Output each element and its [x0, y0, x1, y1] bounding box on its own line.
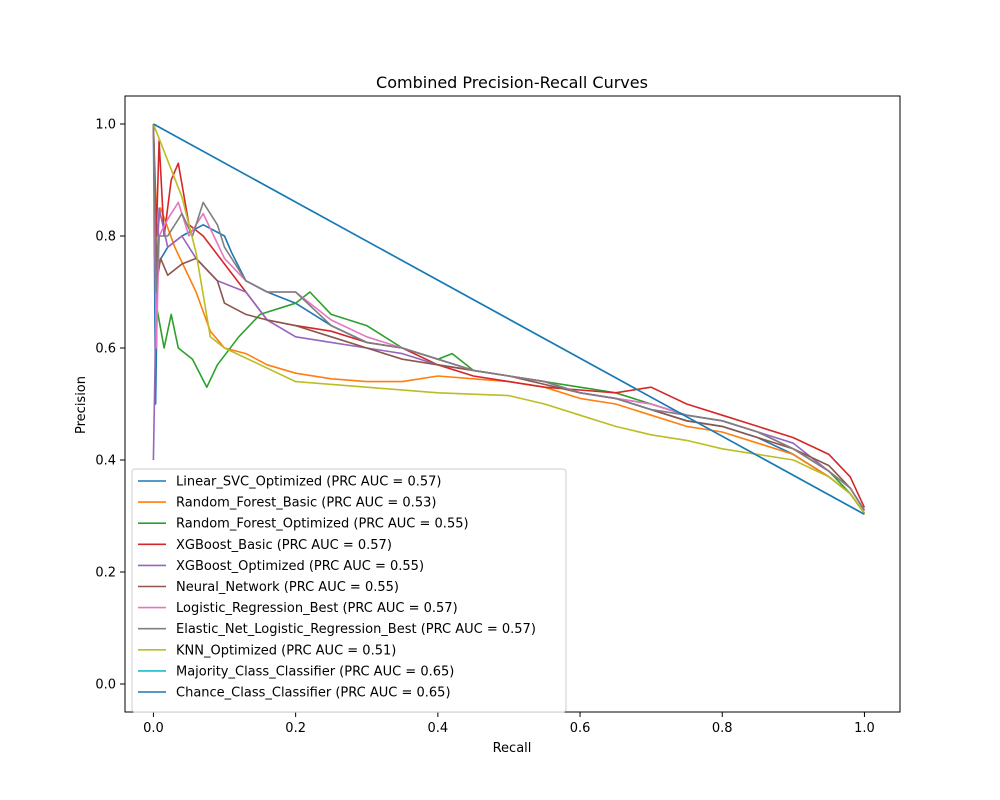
- legend-label-6: Logistic_Regression_Best (PRC AUC = 0.57…: [176, 601, 458, 616]
- series-line-5: [152, 123, 866, 511]
- x-tick-label: 0.0: [143, 721, 164, 736]
- x-tick-label: 0.8: [712, 721, 733, 736]
- legend-label-0: Linear_SVC_Optimized (PRC AUC = 0.57): [176, 475, 441, 490]
- legend-label-7: Elastic_Net_Logistic_Regression_Best (PR…: [176, 622, 536, 637]
- legend-label-3: XGBoost_Basic (PRC AUC = 0.57): [176, 538, 392, 553]
- x-tick-label: 0.4: [428, 721, 449, 736]
- y-tick-label: 0.8: [95, 230, 116, 245]
- legend-label-9: Majority_Class_Classifier (PRC AUC = 0.6…: [176, 664, 454, 679]
- x-tick-label: 0.6: [570, 721, 591, 736]
- legend: Linear_SVC_Optimized (PRC AUC = 0.57) Ran…: [131, 468, 567, 713]
- y-tick-label: 0.4: [95, 454, 116, 469]
- y-tick-label: 1.0: [95, 118, 116, 133]
- legend-box: [131, 468, 567, 713]
- series-line-1: [152, 123, 866, 514]
- legend-label-4: XGBoost_Optimized (PRC AUC = 0.55): [176, 559, 424, 574]
- y-tick-label: 0.0: [95, 678, 116, 693]
- series-line-10: [153, 123, 865, 516]
- x-tick-label: 1.0: [854, 721, 875, 736]
- legend-label-8: KNN_Optimized (PRC AUC = 0.51): [176, 643, 396, 658]
- legend-label-10: Chance_Class_Classifier (PRC AUC = 0.65): [176, 686, 451, 701]
- plot-area: [152, 123, 866, 516]
- series-line-7: [152, 123, 866, 511]
- y-tick-label: 0.6: [95, 342, 116, 357]
- y-axis-label: Precision: [74, 376, 89, 434]
- x-tick-label: 0.2: [285, 721, 306, 736]
- axes: 0.0 0.2 0.4 0.6 0.8 1.0 0.0 0.2 0.4 0.6 0.8 1.0: [95, 95, 901, 736]
- series-line-3: [152, 123, 866, 508]
- y-tick-label: 0.2: [95, 566, 116, 581]
- legend-label-2: Random_Forest_Optimized (PRC AUC = 0.55): [176, 517, 469, 532]
- chart-title: Combined Precision-Recall Curves: [376, 73, 648, 92]
- legend-label-1: Random_Forest_Basic (PRC AUC = 0.53): [176, 496, 436, 511]
- series-line-4: [152, 207, 866, 511]
- series-line-8: [152, 123, 866, 514]
- legend-label-5: Neural_Network (PRC AUC = 0.55): [176, 580, 399, 595]
- x-axis-label: Recall: [493, 741, 532, 756]
